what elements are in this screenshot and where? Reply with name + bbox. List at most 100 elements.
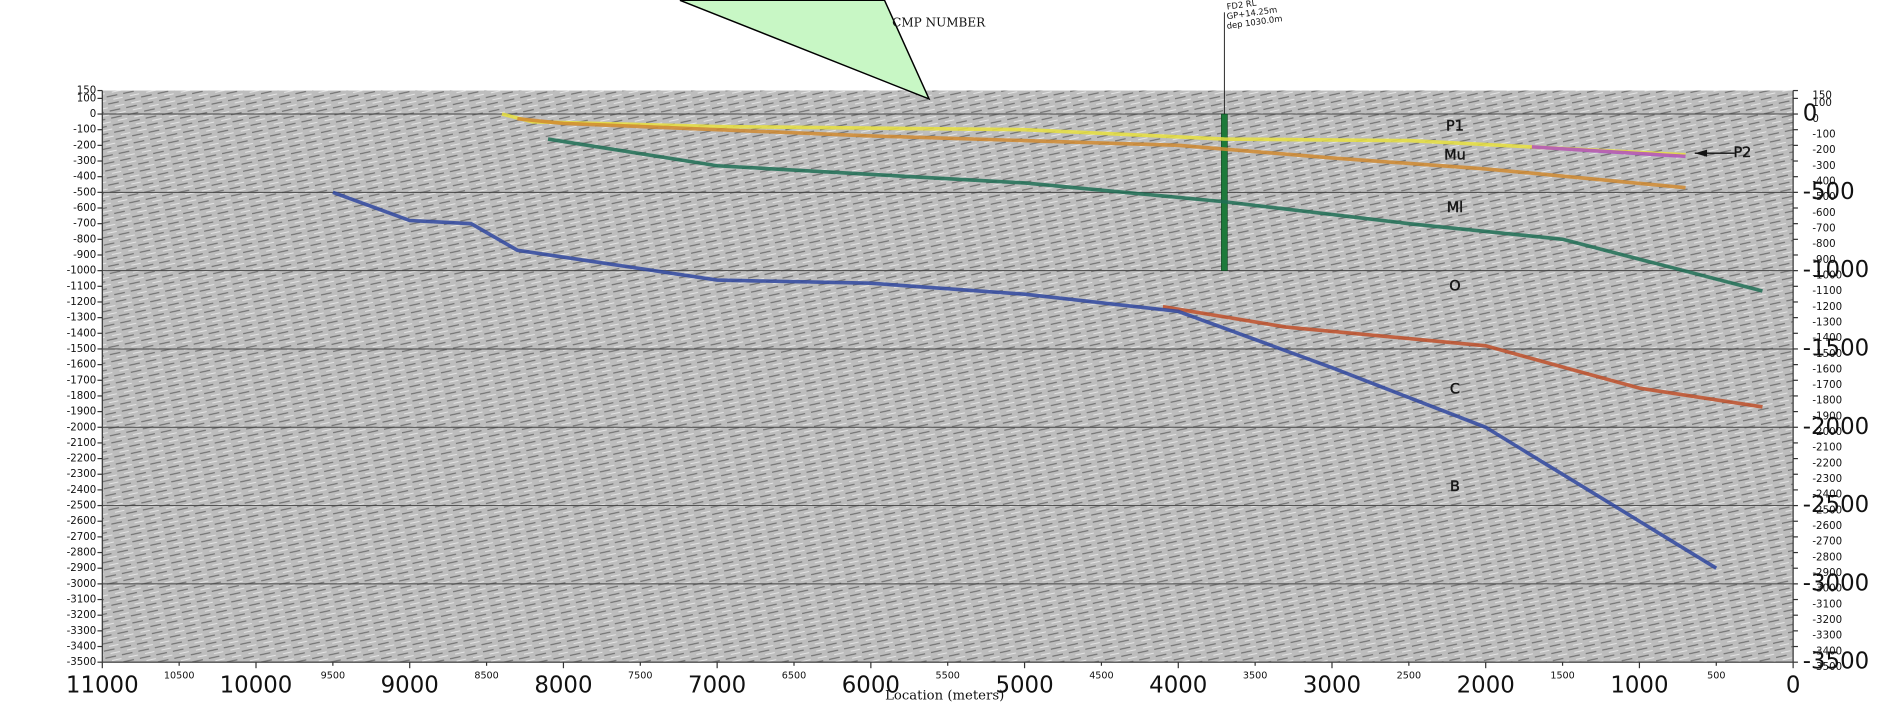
y2-major-label: -2000 xyxy=(1803,414,1869,440)
seismic-section xyxy=(102,90,1794,663)
y2-tick-label: -1500 xyxy=(1812,349,1842,360)
horizon-label: P1 xyxy=(1446,119,1464,135)
y2-tick-label: -1100 xyxy=(1812,286,1842,297)
y2-tick-label: -500 xyxy=(1812,192,1835,203)
y-tick-label: -600 xyxy=(73,203,96,214)
horizon-label: O xyxy=(1449,278,1460,294)
x-tick-label: 8000 xyxy=(534,673,592,699)
x-tick-label: 3000 xyxy=(1303,673,1361,699)
x-minor-label: 1500 xyxy=(1550,670,1574,681)
y2-tick-label: -1600 xyxy=(1812,364,1842,375)
x-tick-label: 11000 xyxy=(66,673,139,699)
x-minor-label: 7500 xyxy=(628,670,652,681)
y-tick-label: -1500 xyxy=(67,344,97,355)
y-tick-label: -3400 xyxy=(67,642,97,653)
y2-tick-label: -2100 xyxy=(1812,443,1842,454)
y2-major-label: -2500 xyxy=(1803,492,1869,518)
y-tick-label: -2700 xyxy=(67,532,97,543)
x-tick-label: 0 xyxy=(1786,673,1801,699)
y2-tick-label: -600 xyxy=(1812,208,1835,219)
y2-tick-label: -100 xyxy=(1812,130,1835,141)
x-tick-label: 1000 xyxy=(1610,673,1668,699)
y-tick-label: -2100 xyxy=(67,438,97,449)
x-minor-label: 9500 xyxy=(321,670,345,681)
y-tick-label: -300 xyxy=(73,156,96,167)
y-tick-label: 100 xyxy=(77,93,97,104)
y-tick-label: -3100 xyxy=(67,595,97,606)
y-tick-label: -2400 xyxy=(67,485,97,496)
y-tick-label: -1700 xyxy=(67,375,97,386)
top-label: CMP NUMBER xyxy=(892,16,986,30)
y2-tick-label: -2900 xyxy=(1812,568,1842,579)
y2-tick-label: -2500 xyxy=(1812,505,1842,516)
y2-tick-label: 150 xyxy=(1812,90,1832,101)
y-tick-label: 150 xyxy=(77,86,97,97)
y2-major-label: -3000 xyxy=(1803,570,1869,596)
y2-tick-label: -1400 xyxy=(1812,333,1842,344)
y2-major-label: -1000 xyxy=(1803,257,1869,283)
y2-tick-label: -2700 xyxy=(1812,537,1842,548)
x-tick-label: 9000 xyxy=(381,673,439,699)
y2-tick-label: -3200 xyxy=(1812,615,1842,626)
x-tick-label: 7000 xyxy=(688,673,746,699)
x-minor-label: 3500 xyxy=(1243,670,1267,681)
y-tick-label: -1300 xyxy=(67,313,97,324)
y2-tick-label: 0 xyxy=(1812,114,1819,125)
horizon-label: C xyxy=(1450,382,1460,398)
y2-tick-label: -1300 xyxy=(1812,317,1842,328)
x-tick-label: 5000 xyxy=(995,673,1053,699)
y-tick-label: -1900 xyxy=(67,407,97,418)
y-tick-label: -2800 xyxy=(67,548,97,559)
y2-tick-label: -3100 xyxy=(1812,599,1842,610)
y-tick-label: -1800 xyxy=(67,391,97,402)
y-tick-label: -1600 xyxy=(67,360,97,371)
y-tick-label: -700 xyxy=(73,219,96,230)
horizon-label: Ml xyxy=(1447,200,1463,216)
y2-tick-label: -3500 xyxy=(1812,662,1842,673)
y2-major-label: -3500 xyxy=(1803,649,1869,675)
y-tick-label: -1000 xyxy=(67,266,97,277)
y-tick-label: -2600 xyxy=(67,516,97,527)
horizon xyxy=(547,137,1763,293)
y-tick-label: -3500 xyxy=(67,657,97,668)
y2-major-label: 0 xyxy=(1803,101,1818,127)
x-minor-label: 8500 xyxy=(474,670,498,681)
y-tick-label: 0 xyxy=(90,109,97,120)
y2-tick-label: -1800 xyxy=(1812,396,1842,407)
y-tick-label: -3000 xyxy=(67,579,97,590)
y-tick-label: -1200 xyxy=(67,297,97,308)
x-tick-label: 10000 xyxy=(220,673,293,699)
y-tick-label: -2300 xyxy=(67,469,97,480)
y2-tick-label: -1700 xyxy=(1812,380,1842,391)
callout xyxy=(679,0,931,101)
y-tick-label: -2900 xyxy=(67,563,97,574)
y2-tick-label: -2000 xyxy=(1812,427,1842,438)
y2-tick-label: -2400 xyxy=(1812,490,1842,501)
y2-tick-label: -700 xyxy=(1812,223,1835,234)
y2-major-label: -500 xyxy=(1803,179,1855,205)
horizon-label: P2 xyxy=(1733,145,1751,161)
y2-tick-label: -2800 xyxy=(1812,552,1842,563)
horizon xyxy=(517,116,1686,190)
y-tick-label: -1400 xyxy=(67,328,97,339)
y2-tick-label: -300 xyxy=(1812,161,1835,172)
x-minor-label: 4500 xyxy=(1089,670,1113,681)
y-tick-label: -3300 xyxy=(67,626,97,637)
y-tick-label: -1100 xyxy=(67,281,97,292)
y2-tick-label: -1000 xyxy=(1812,270,1842,281)
y2-tick-label: 100 xyxy=(1812,98,1832,109)
y2-major-label: -1500 xyxy=(1803,335,1869,361)
well-label: FD2 RL xyxy=(1226,0,1257,12)
y2-tick-label: -800 xyxy=(1812,239,1835,250)
y-tick-label: -400 xyxy=(73,172,96,183)
x-minor-label: 10500 xyxy=(164,670,195,681)
y-tick-label: -900 xyxy=(73,250,96,261)
horizon-label: Mu xyxy=(1444,148,1466,164)
x-minor-label: 2500 xyxy=(1397,670,1421,681)
y-tick-label: -2200 xyxy=(67,454,97,465)
arrow-head xyxy=(1694,149,1708,157)
y2-tick-label: -3300 xyxy=(1812,631,1842,642)
horizon xyxy=(1531,145,1686,159)
y2-tick-label: -900 xyxy=(1812,255,1835,266)
